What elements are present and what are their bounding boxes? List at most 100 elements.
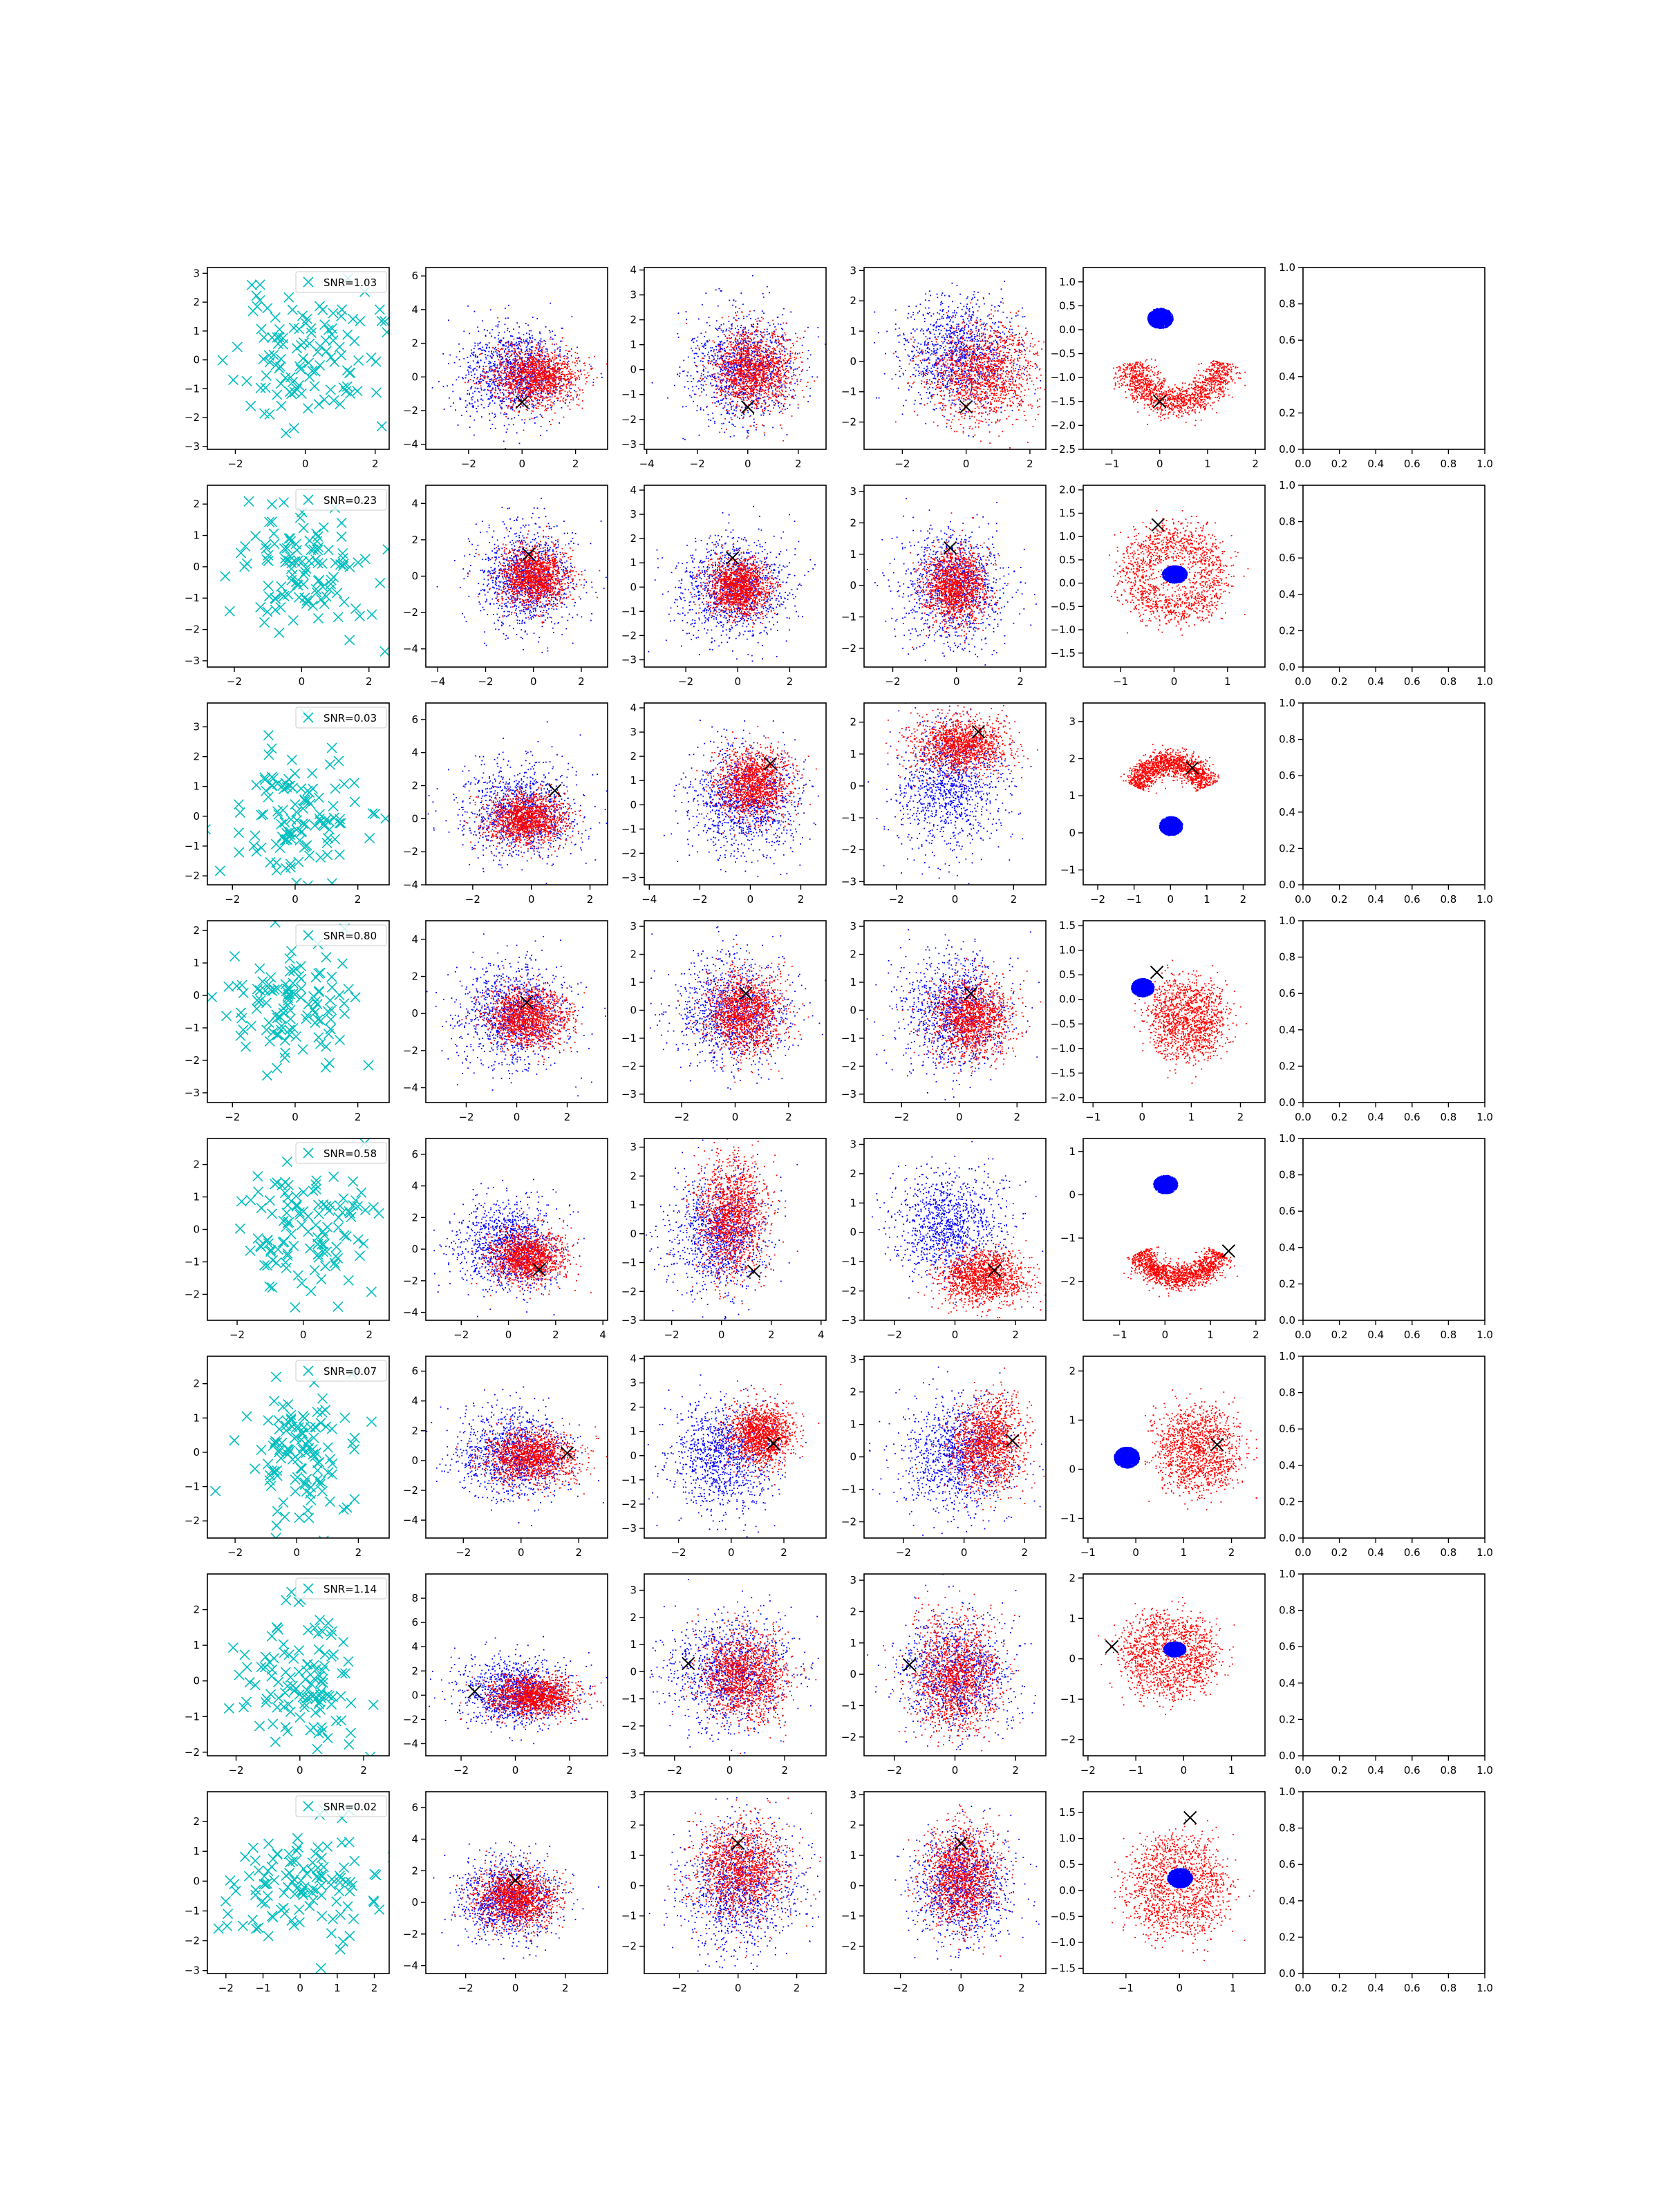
red-point	[772, 360, 774, 362]
blue-point	[727, 340, 728, 341]
red-point	[725, 381, 727, 382]
blue-point	[733, 375, 735, 376]
blue-point	[706, 377, 707, 379]
red-point	[724, 418, 726, 420]
red-point	[744, 369, 746, 371]
red-point	[513, 353, 514, 354]
red-point	[540, 390, 541, 391]
red-point	[528, 369, 529, 371]
red-point	[739, 357, 740, 359]
blue-point	[769, 413, 771, 415]
blue-point	[541, 338, 542, 339]
red-point	[592, 368, 593, 369]
blue-point	[498, 377, 500, 379]
blue-point	[506, 381, 507, 382]
red-point	[523, 398, 524, 400]
blue-point	[703, 388, 704, 390]
red-point	[780, 379, 782, 381]
red-point	[757, 345, 758, 346]
red-point	[739, 384, 740, 385]
red-point	[512, 404, 514, 406]
blue-point	[534, 422, 536, 424]
red-point	[785, 358, 786, 359]
red-point	[504, 412, 505, 413]
red-point	[552, 344, 553, 345]
red-point	[762, 366, 763, 368]
red-point	[500, 363, 502, 364]
red-point	[494, 374, 496, 375]
red-point	[773, 352, 774, 353]
blue-point	[703, 368, 704, 370]
blue-point	[707, 341, 709, 342]
blue-point	[737, 311, 738, 312]
red-point	[547, 366, 548, 367]
red-point	[747, 373, 748, 374]
red-point	[554, 375, 556, 377]
red-point	[536, 364, 538, 366]
red-point	[720, 377, 721, 378]
blue-point	[764, 408, 765, 409]
red-point	[698, 348, 700, 349]
red-point	[520, 338, 521, 339]
blue-point	[770, 337, 771, 338]
red-point	[506, 353, 507, 354]
red-point	[537, 379, 538, 381]
red-point	[722, 379, 723, 381]
red-point	[749, 373, 751, 374]
red-point	[529, 391, 530, 392]
blue-point	[527, 342, 529, 344]
blue-point	[459, 397, 460, 399]
blue-point	[505, 413, 507, 415]
red-point	[525, 394, 527, 395]
blue-point	[478, 381, 479, 382]
red-point	[552, 396, 553, 397]
red-point	[739, 382, 740, 384]
red-point	[722, 364, 723, 366]
blue-point	[762, 412, 764, 413]
blue-point	[474, 374, 476, 375]
blue-point	[500, 356, 502, 357]
red-point	[531, 366, 532, 367]
blue-point	[450, 406, 451, 407]
blue-point	[721, 330, 722, 331]
blue-point	[474, 343, 476, 344]
blue-point	[519, 341, 521, 342]
red-point	[733, 346, 735, 348]
red-point	[560, 393, 561, 395]
red-point	[521, 393, 523, 395]
red-point	[724, 387, 726, 388]
red-point	[783, 360, 785, 362]
blue-point	[547, 404, 549, 405]
blue-point	[794, 369, 795, 371]
red-point	[566, 384, 568, 385]
blue-point	[715, 386, 717, 387]
blue-point	[482, 346, 483, 348]
red-point	[528, 393, 529, 395]
red-point	[578, 399, 579, 400]
blue-point	[731, 328, 732, 330]
blue-point	[540, 435, 541, 436]
red-point	[590, 368, 592, 369]
red-point	[552, 377, 554, 379]
red-point	[564, 358, 565, 359]
blue-point	[468, 371, 469, 373]
red-point	[537, 353, 538, 354]
red-point	[756, 363, 757, 364]
blue-point	[794, 398, 795, 400]
red-point	[700, 395, 701, 397]
red-point	[570, 396, 571, 397]
red-point	[513, 375, 514, 377]
blue-point	[709, 456, 711, 458]
blue-point	[740, 341, 742, 342]
red-point	[784, 398, 785, 400]
red-point	[795, 353, 796, 355]
blue-point	[767, 361, 769, 362]
blue-point	[718, 330, 719, 331]
y-tick-label: 0	[411, 371, 418, 383]
red-point	[540, 395, 541, 396]
red-point	[756, 400, 758, 402]
blue-point	[482, 366, 484, 367]
red-point	[748, 368, 749, 369]
blue-point	[817, 327, 818, 328]
red-point	[748, 369, 749, 371]
